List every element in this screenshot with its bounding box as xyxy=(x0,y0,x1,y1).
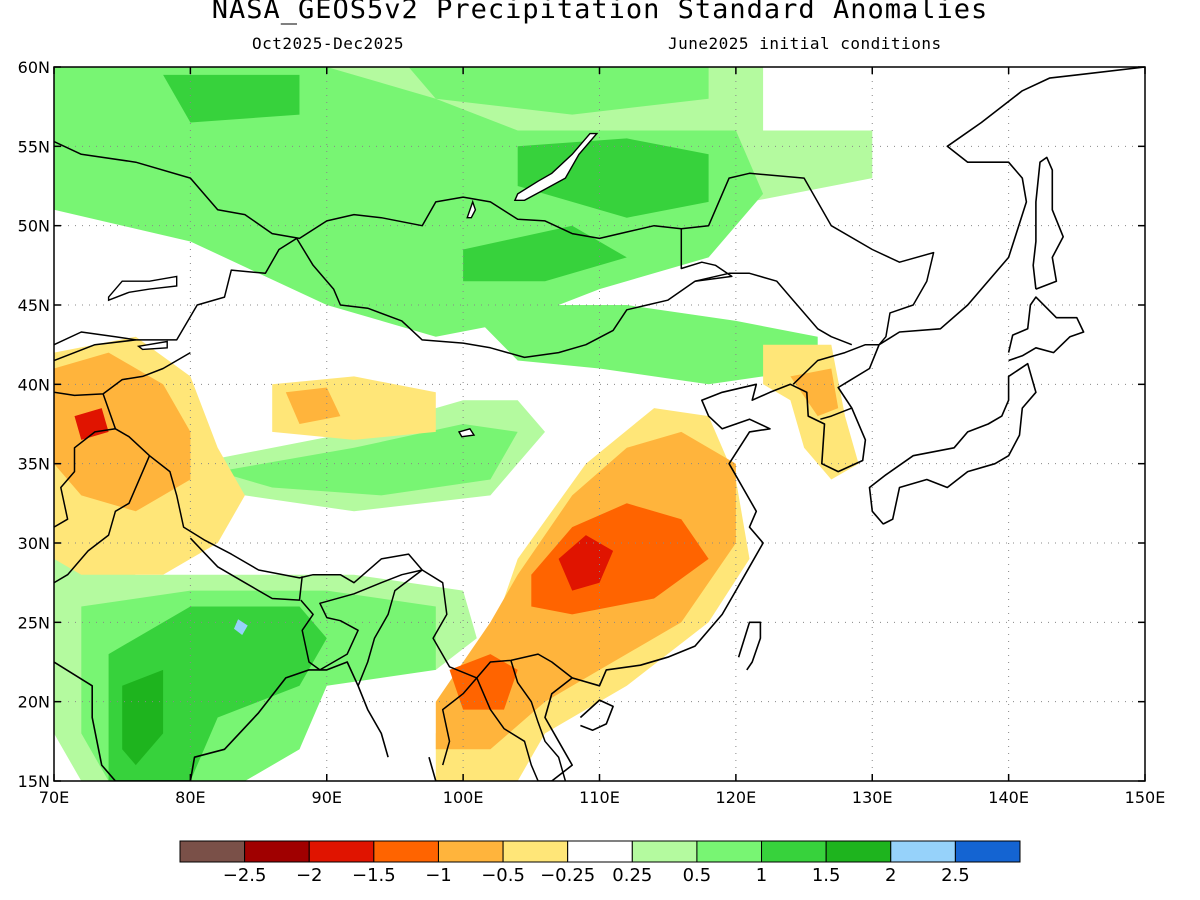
x-tick-label: 100E xyxy=(443,788,484,807)
x-tick-label: 140E xyxy=(988,788,1029,807)
colorbar-label: −2.5 xyxy=(223,865,267,886)
border-korea-dmz xyxy=(820,407,853,420)
y-tick-label: 50N xyxy=(18,217,50,236)
border-pakistan-india xyxy=(54,455,151,584)
y-tick-label: 20N xyxy=(18,693,50,712)
y-tick-label: 25N xyxy=(18,613,50,632)
y-tick-label: 45N xyxy=(18,296,50,315)
x-tick-label: 70E xyxy=(39,788,69,807)
border-myanmar-thailand-laos xyxy=(441,677,552,781)
coastline-japan-honshu xyxy=(868,362,1037,525)
colorbar-swatch xyxy=(437,840,504,863)
initial-conditions: June2025 initial conditions xyxy=(668,34,942,53)
anomaly-region-2 xyxy=(408,67,709,115)
y-tick-label: 40N xyxy=(18,375,50,394)
anomaly-region-5 xyxy=(463,225,627,282)
colorbar-swatch xyxy=(373,840,439,863)
border-north-korea-china xyxy=(792,343,880,385)
border-russia-border xyxy=(54,140,935,346)
anomaly-region-8 xyxy=(463,305,818,385)
y-tick-label: 35N xyxy=(18,455,50,474)
border-vietnam-laos xyxy=(510,660,567,781)
y-tick-label: 60N xyxy=(18,58,50,77)
colorbar-swatch xyxy=(567,840,633,863)
colorbar-swatch xyxy=(179,840,246,863)
colorbar-swatch xyxy=(244,840,310,863)
border-kazakh-china-border xyxy=(54,237,298,362)
border-tajik-kyrgyz xyxy=(54,351,191,397)
colorbar-swatch xyxy=(631,840,698,863)
coastline-japan-hokkaido xyxy=(1007,296,1085,362)
lake-balkhash xyxy=(107,275,178,302)
colorbar-label: 0.5 xyxy=(683,865,712,886)
colorbar-label: −0.5 xyxy=(481,865,525,886)
anomaly-region-11 xyxy=(108,606,327,781)
anomaly-region-23 xyxy=(558,535,614,591)
x-tick-label: 120E xyxy=(716,788,757,807)
colorbar-swatch xyxy=(761,840,827,863)
boundary-lines xyxy=(54,67,1145,781)
coastline-indochina-coast xyxy=(428,67,1145,781)
chart-title: NASA_GEOS5v2 Precipitation Standard Anom… xyxy=(211,0,989,25)
coastline-hainan xyxy=(579,699,614,732)
y-tick-label: 30N xyxy=(18,534,50,553)
coastline-taiwan xyxy=(737,621,762,671)
colorbar-label: −0.25 xyxy=(540,865,595,886)
anomaly-region-25 xyxy=(790,368,839,417)
anomaly-region-16 xyxy=(74,408,109,440)
x-tick-label: 80E xyxy=(175,788,205,807)
anomaly-region-7 xyxy=(217,424,518,496)
qinghai-lake xyxy=(457,427,476,438)
border-myanmar-india xyxy=(357,569,423,687)
issyk-kul xyxy=(136,340,168,351)
anomaly-region-24 xyxy=(763,344,859,480)
anomaly-region-4 xyxy=(517,138,709,218)
khovsgol-lake xyxy=(466,199,477,219)
colorbar-swatch xyxy=(890,840,956,863)
colorbar-label: −2 xyxy=(296,865,323,886)
anomaly-fill-layer xyxy=(54,67,873,781)
anomaly-region-12 xyxy=(122,669,164,766)
coastline-sakhalin xyxy=(1032,156,1064,290)
colorbar-label: 0.25 xyxy=(612,865,652,886)
colorbar-label: −1.5 xyxy=(352,865,396,886)
colorbar-label: 1 xyxy=(756,865,767,886)
colorbar-swatch xyxy=(502,840,569,863)
border-china-west-south xyxy=(102,393,573,679)
border-china-inner-east xyxy=(694,272,853,346)
anomaly-region-22 xyxy=(449,654,518,710)
colorbar-swatch xyxy=(696,840,763,863)
colorbar-label: 2 xyxy=(885,865,896,886)
colorbar: −2.5 −2 −1.5 −1 −0.5 −0.25 0.25 0.5 1 1.5 2 2.5 xyxy=(179,840,1021,886)
border-pakistan-afghan xyxy=(54,428,116,528)
graticule-grid xyxy=(54,67,1145,781)
border-nepal-india xyxy=(189,537,303,601)
x-tick-label: 110E xyxy=(579,788,620,807)
y-tick-label: 55N xyxy=(18,137,50,156)
colorbar-label: −1 xyxy=(425,865,452,886)
colorbar-label: 1.5 xyxy=(812,865,841,886)
lake-baikal xyxy=(513,132,599,202)
forecast-period: Oct2025-Dec2025 xyxy=(252,34,404,53)
border-bangladesh-india xyxy=(300,569,423,671)
x-tick-label: 130E xyxy=(852,788,893,807)
colorbar-swatch xyxy=(308,840,375,863)
anomaly-region-13 xyxy=(234,619,248,635)
y-tick-label: 15N xyxy=(18,772,50,791)
colorbar-label: 2.5 xyxy=(941,865,970,886)
coastline-india-coast xyxy=(54,661,389,781)
colorbar-swatch xyxy=(825,840,892,863)
x-tick-label: 150E xyxy=(1125,788,1166,807)
axis-ticks: 70E 80E 90E 100E 110E 120E 130E 140E 150E 15N 20N 2… xyxy=(18,58,1166,807)
x-tick-label: 90E xyxy=(312,788,342,807)
border-kazakh-south xyxy=(54,331,136,346)
anomaly-region-3 xyxy=(163,74,300,123)
colorbar-swatch xyxy=(954,840,1021,863)
border-mongolia-china-border xyxy=(296,228,733,359)
